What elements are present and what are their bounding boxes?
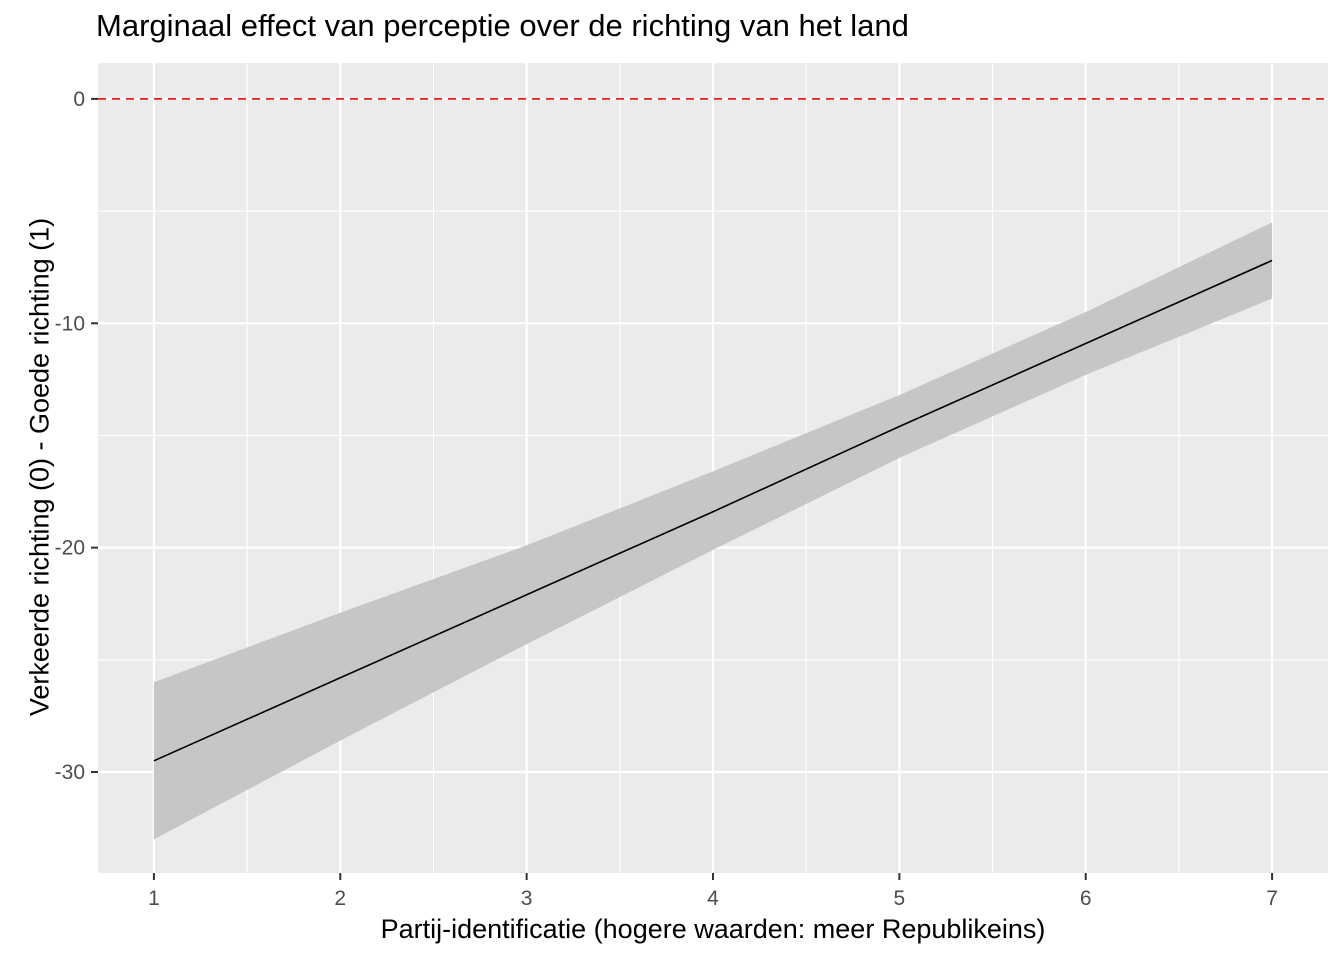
x-tick-label: 5 bbox=[894, 887, 906, 910]
x-tick-label: 4 bbox=[707, 887, 719, 910]
confidence-ribbon bbox=[153, 222, 1273, 840]
y-axis: 0 -10 -20 -30 bbox=[55, 88, 98, 784]
y-tick-label: 0 bbox=[73, 88, 85, 111]
y-tick-label: -30 bbox=[55, 761, 85, 784]
y-tick-label: -20 bbox=[55, 537, 85, 560]
x-tick-label: 7 bbox=[1266, 887, 1278, 910]
x-axis-label: Partij-identificatie (hogere waarden: me… bbox=[380, 914, 1046, 944]
y-tick-label: -10 bbox=[55, 312, 85, 335]
y-axis-label: Verkeerde richting (0) - Goede richting … bbox=[24, 217, 55, 717]
x-tick-label: 2 bbox=[334, 887, 346, 910]
x-tick-label: 6 bbox=[1080, 887, 1092, 910]
x-tick-label: 1 bbox=[148, 887, 160, 910]
x-axis: 1 2 3 4 5 6 7 bbox=[148, 873, 1278, 910]
marginal-effect-line bbox=[153, 259, 1273, 762]
chart-title: Marginaal effect van perceptie over de r… bbox=[96, 8, 909, 43]
x-tick-label: 3 bbox=[521, 887, 533, 910]
